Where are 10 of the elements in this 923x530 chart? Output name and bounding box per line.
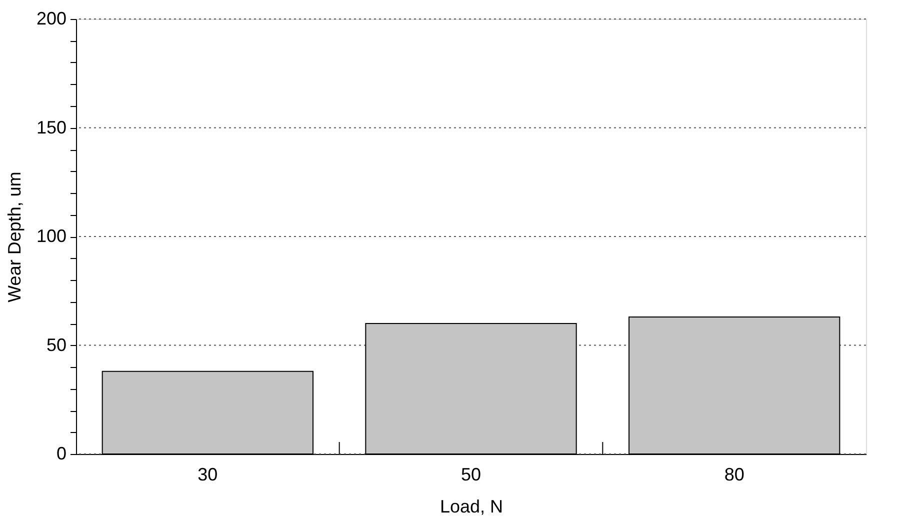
y-tick-label: 100 bbox=[36, 226, 66, 246]
y-tick-label: 0 bbox=[56, 444, 66, 464]
x-tick-label: 80 bbox=[724, 464, 744, 484]
y-tick-label: 200 bbox=[36, 8, 66, 28]
x-tick-label: 30 bbox=[198, 464, 218, 484]
x-tick-label: 50 bbox=[460, 464, 482, 484]
x-axis-title: Load, N bbox=[440, 496, 504, 516]
y-tick-label: 50 bbox=[46, 334, 66, 355]
y-tick-label: 150 bbox=[36, 117, 66, 138]
y-axis-title: Wear Depth, um bbox=[4, 172, 24, 302]
